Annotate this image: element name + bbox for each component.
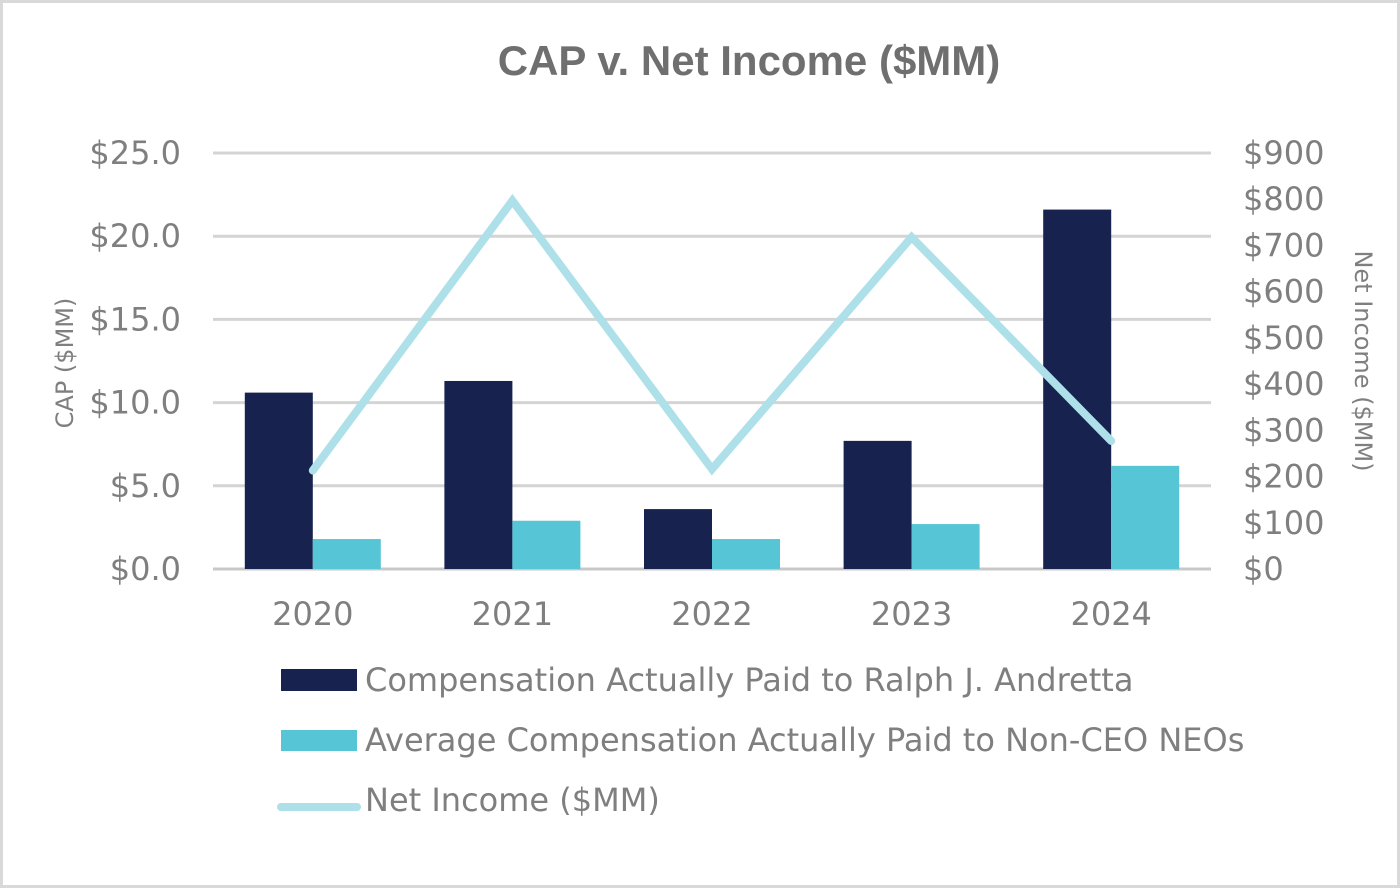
left-tick-label: $0.0 [110, 550, 181, 588]
right-tick-label: $100 [1243, 504, 1324, 542]
legend: Compensation Actually Paid to Ralph J. A… [277, 661, 1244, 819]
right-tick-label: $800 [1243, 180, 1324, 218]
x-tick-label: 2020 [272, 595, 353, 633]
right-axis-label: Net Income ($MM) [1349, 250, 1377, 471]
right-tick-label: $600 [1243, 273, 1324, 311]
right-tick-label: $700 [1243, 226, 1324, 264]
right-tick-label: $200 [1243, 458, 1324, 496]
bars [244, 209, 1180, 570]
legend-label-ceo-cap: Compensation Actually Paid to Ralph J. A… [365, 661, 1133, 699]
net-income-line-group [308, 193, 1116, 476]
bar-neo-cap-2024 [1111, 465, 1180, 569]
net-income-line [308, 193, 1116, 476]
bar-ceo-cap-2022 [644, 509, 712, 569]
bar-ceo-cap-2023 [843, 440, 912, 569]
legend-label-net-income: Net Income ($MM) [365, 781, 660, 819]
right-tick-label: $500 [1243, 319, 1324, 357]
left-axis-label: CAP ($MM) [51, 298, 79, 429]
left-tick-label: $5.0 [110, 467, 181, 505]
right-tick-label: $900 [1243, 134, 1324, 172]
bar-neo-cap-2023 [911, 524, 980, 569]
right-tick-label: $300 [1243, 411, 1324, 449]
bar-ceo-cap-2020 [244, 392, 313, 569]
bar-neo-cap-2021 [512, 520, 581, 569]
x-axis-ticks: 2020 2021 2022 2023 2024 [272, 595, 1152, 633]
legend-swatch-ceo-cap [281, 669, 357, 691]
bar-neo-cap-2022 [712, 539, 780, 569]
x-tick-label: 2024 [1070, 595, 1151, 633]
left-axis-ticks: $0.0 $5.0 $10.0 $15.0 $20.0 $25.0 [89, 134, 181, 588]
legend-swatch-neo-cap [281, 730, 357, 751]
left-tick-label: $15.0 [89, 300, 181, 338]
right-tick-label: $400 [1243, 365, 1324, 403]
bar-neo-cap-2020 [312, 539, 381, 569]
right-axis-ticks: $0 $100 $200 $300 $400 $500 $600 $700 $800 $900 [1243, 134, 1324, 588]
cap-vs-net-income-chart: CAP v. Net Income ($MM) $0.0 $5.0 $10.0 $15… [51, 37, 1377, 819]
left-tick-label: $25.0 [89, 134, 181, 172]
x-tick-label: 2022 [671, 595, 752, 633]
x-tick-label: 2021 [472, 595, 553, 633]
left-tick-label: $10.0 [89, 384, 181, 422]
legend-label-neo-cap: Average Compensation Actually Paid to No… [365, 721, 1244, 759]
right-tick-label: $0 [1243, 550, 1284, 588]
left-tick-label: $20.0 [89, 217, 181, 255]
chart-title: CAP v. Net Income ($MM) [498, 37, 1001, 84]
bar-ceo-cap-2021 [444, 380, 513, 569]
x-tick-label: 2023 [871, 595, 952, 633]
bar-ceo-cap-2024 [1043, 209, 1112, 570]
